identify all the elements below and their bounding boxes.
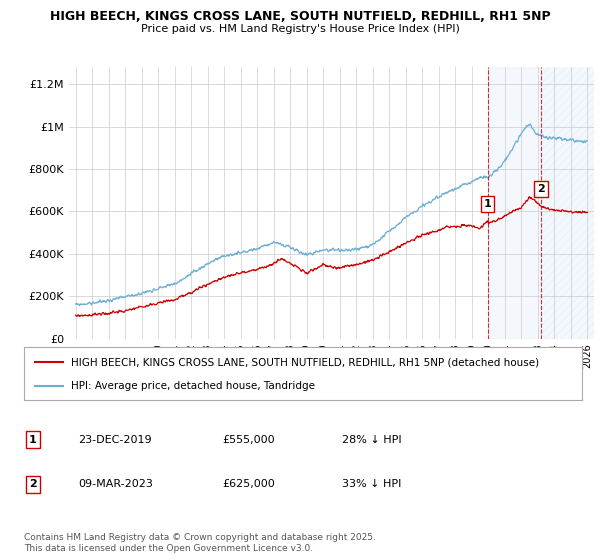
Text: £625,000: £625,000	[222, 479, 275, 489]
Text: 33% ↓ HPI: 33% ↓ HPI	[342, 479, 401, 489]
Bar	[488, 67, 541, 339]
Text: HIGH BEECH, KINGS CROSS LANE, SOUTH NUTFIELD, REDHILL, RH1 5NP: HIGH BEECH, KINGS CROSS LANE, SOUTH NUTF…	[50, 10, 550, 22]
Text: 09-MAR-2023: 09-MAR-2023	[78, 479, 153, 489]
Text: 2: 2	[537, 184, 545, 194]
Text: Contains HM Land Registry data © Crown copyright and database right 2025.
This d: Contains HM Land Registry data © Crown c…	[24, 533, 376, 553]
Text: £555,000: £555,000	[222, 435, 275, 445]
Text: 23-DEC-2019: 23-DEC-2019	[78, 435, 152, 445]
Text: 1: 1	[29, 435, 37, 445]
Text: 2: 2	[29, 479, 37, 489]
Text: Price paid vs. HM Land Registry's House Price Index (HPI): Price paid vs. HM Land Registry's House …	[140, 24, 460, 34]
Text: HPI: Average price, detached house, Tandridge: HPI: Average price, detached house, Tand…	[71, 380, 316, 390]
Text: HIGH BEECH, KINGS CROSS LANE, SOUTH NUTFIELD, REDHILL, RH1 5NP (detached house): HIGH BEECH, KINGS CROSS LANE, SOUTH NUTF…	[71, 357, 539, 367]
Text: 1: 1	[484, 199, 492, 209]
Bar	[541, 67, 594, 339]
Text: 28% ↓ HPI: 28% ↓ HPI	[342, 435, 401, 445]
